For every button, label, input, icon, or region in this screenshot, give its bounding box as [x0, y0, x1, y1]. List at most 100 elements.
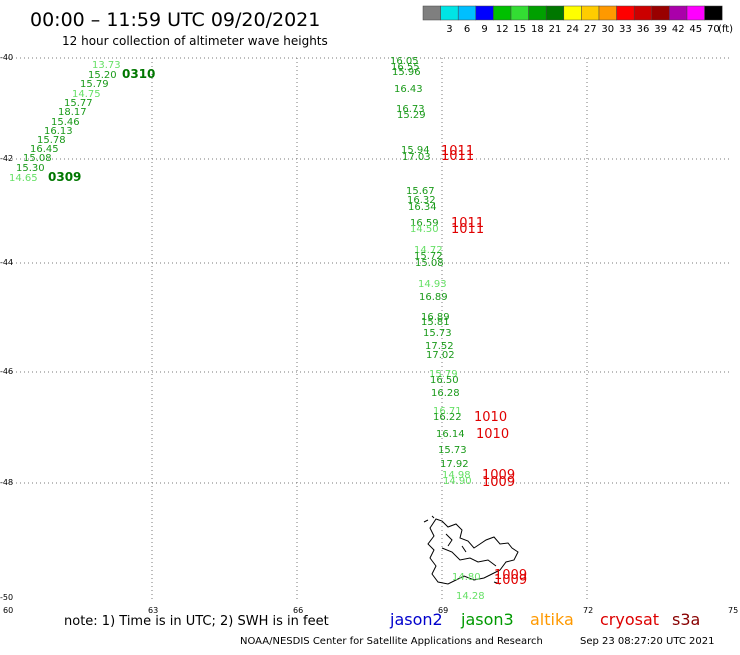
swh-label: 16.34 [408, 202, 437, 213]
color-bar-swatch [493, 5, 512, 21]
legend-cryosat: cryosat [600, 610, 659, 629]
swh-label: 16.59 [410, 218, 439, 229]
color-bar-label: 39 [654, 24, 667, 35]
swh-label: 14.93 [418, 279, 447, 290]
color-bar-label: 45 [689, 24, 702, 35]
color-bar-swatch [510, 5, 529, 21]
legend-altika: altika [530, 610, 574, 629]
lon-label: 75 [728, 606, 738, 615]
swh-label: 15.77 [64, 98, 93, 109]
swh-label: 16.45 [30, 144, 59, 155]
swh-label: 14.75 [72, 89, 101, 100]
swh-label: 16.22 [433, 412, 462, 423]
swh-label: 15.30 [16, 163, 45, 174]
swh-label: 16.71 [433, 406, 462, 417]
time-label: 0310 [122, 67, 155, 81]
footer-note: note: 1) Time is in UTC; 2) SWH is in fe… [64, 614, 329, 629]
swh-label: 16.13 [44, 126, 73, 137]
color-bar-swatch [581, 5, 600, 21]
legend-jason3: jason3 [460, 610, 514, 629]
color-bar-swatch [598, 5, 617, 21]
swh-label: 15.46 [51, 117, 80, 128]
swh-label: 17.52 [425, 341, 454, 352]
color-bar-unit: (ft) [718, 24, 733, 35]
color-bar-swatch [457, 5, 477, 21]
color-bar-swatch [475, 5, 494, 21]
swh-label: 15.96 [392, 67, 421, 78]
swh-label: 14.90 [443, 476, 472, 487]
color-bar-label: 18 [531, 24, 544, 35]
swh-label: 16.73 [396, 104, 425, 115]
footer-timestamp: Sep 23 08:27:20 UTC 2021 [580, 636, 714, 647]
color-bar-swatch [545, 5, 565, 21]
lat-label: -42 [0, 154, 13, 163]
swh-label: 13.73 [92, 60, 121, 71]
swh-label: 18.17 [58, 107, 87, 118]
swh-label: 15.79 [429, 369, 458, 380]
lon-label: 69 [438, 606, 448, 615]
map-subtitle: 12 hour collection of altimeter wave hei… [62, 34, 328, 48]
color-bar-swatch [633, 5, 653, 21]
legend-jason2: jason2 [389, 610, 443, 629]
swh-label: 16.05 [390, 56, 419, 67]
swh-label: 17.92 [440, 459, 469, 470]
color-bar-label: 15 [513, 24, 526, 35]
vertical-track: 16.05 16.55 15.96 16.43 16.73 15.29 15.9… [390, 56, 527, 602]
color-bar-label: 27 [584, 24, 597, 35]
time-label: 0309 [48, 170, 81, 184]
swh-label: 15.73 [423, 328, 452, 339]
color-bar-label: 3 [446, 24, 452, 35]
swh-label: 14.28 [456, 591, 485, 602]
color-bar-label: 9 [481, 24, 487, 35]
time-label: 1011 [451, 216, 484, 231]
swh-label: 15.08 [415, 258, 444, 269]
time-label: 1010 [476, 427, 509, 442]
color-bar-label: 33 [619, 24, 632, 35]
diagonal-track: 13.73 15.20 15.79 14.75 15.77 18.17 15.4… [9, 60, 155, 184]
lon-label: 66 [293, 606, 303, 615]
lon-label: 60 [3, 606, 13, 615]
color-bar-swatch [616, 5, 635, 21]
color-bar-swatch [440, 5, 459, 21]
swh-label: 17.02 [426, 350, 455, 361]
swh-label: 16.89 [421, 312, 450, 323]
time-label: 1009 [494, 568, 527, 583]
map-grid [8, 57, 732, 600]
time-label: 1009 [482, 468, 515, 483]
time-label: 1011 [451, 222, 484, 237]
color-bar-swatch [704, 5, 723, 21]
swh-label: 16.50 [430, 375, 459, 386]
swh-label: 14.65 [9, 173, 38, 184]
time-label: 1010 [474, 410, 507, 425]
color-bar-swatch [528, 5, 547, 21]
swh-label: 16.32 [407, 195, 436, 206]
lon-label: 72 [583, 606, 593, 615]
swh-label: 16.28 [431, 388, 460, 399]
color-bar-swatch [686, 5, 705, 21]
kerguelen-coastline [423, 515, 519, 585]
swh-label: 15.94 [401, 145, 430, 156]
swh-label: 14.72 [414, 245, 443, 256]
swh-label: 15.73 [438, 445, 467, 456]
color-bar-label: 36 [637, 24, 650, 35]
footer-credit: NOAA/NESDIS Center for Satellite Applica… [240, 636, 543, 647]
lat-label: -50 [0, 593, 13, 602]
swh-label: 16.89 [419, 292, 448, 303]
swh-label: 15.78 [37, 135, 66, 146]
color-bar-label: 12 [496, 24, 509, 35]
lat-label: -46 [0, 367, 13, 376]
color-bar: 3 6 9 12 15 18 21 24 27 30 33 36 39 42 45 70 [422, 5, 723, 35]
color-bar-label: 6 [464, 24, 470, 35]
map-title: 00:00 – 11:59 UTC 09/20/2021 [30, 9, 320, 31]
color-bar-label: 70 [707, 24, 720, 35]
swh-label: 15.81 [421, 317, 450, 328]
color-bar-swatch [669, 5, 688, 21]
swh-label: 16.14 [436, 429, 465, 440]
color-bar-swatch [563, 5, 582, 21]
time-label: 1011 [441, 149, 474, 164]
time-label: 1009 [494, 573, 527, 588]
swh-label: 16.43 [394, 84, 423, 95]
swh-label: 15.29 [397, 110, 426, 121]
swh-label: 14.80 [452, 572, 481, 583]
